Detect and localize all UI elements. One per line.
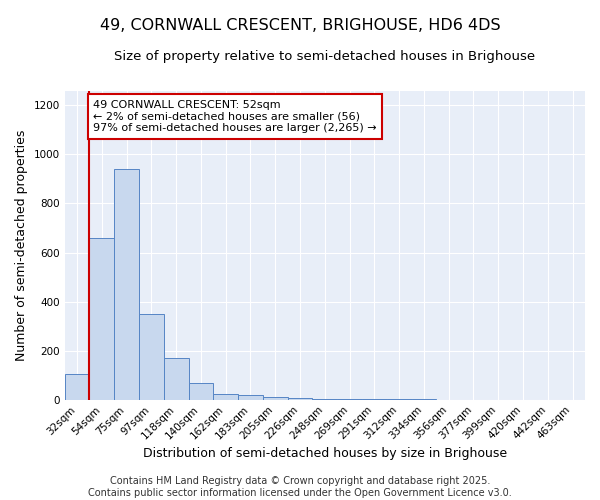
Text: 49 CORNWALL CRESCENT: 52sqm
← 2% of semi-detached houses are smaller (56)
97% of: 49 CORNWALL CRESCENT: 52sqm ← 2% of semi…	[93, 100, 377, 133]
Bar	[188, 382, 214, 400]
Bar	[89, 238, 114, 400]
X-axis label: Distribution of semi-detached houses by size in Brighouse: Distribution of semi-detached houses by …	[143, 447, 507, 460]
Bar	[263, 396, 287, 400]
Text: Contains HM Land Registry data © Crown copyright and database right 2025.
Contai: Contains HM Land Registry data © Crown c…	[88, 476, 512, 498]
Bar	[313, 398, 337, 400]
Bar	[238, 395, 263, 400]
Y-axis label: Number of semi-detached properties: Number of semi-detached properties	[15, 130, 28, 361]
Title: Size of property relative to semi-detached houses in Brighouse: Size of property relative to semi-detach…	[114, 50, 535, 63]
Bar	[164, 358, 188, 400]
Bar	[214, 394, 238, 400]
Bar	[65, 374, 89, 400]
Bar	[287, 398, 313, 400]
Text: 49, CORNWALL CRESCENT, BRIGHOUSE, HD6 4DS: 49, CORNWALL CRESCENT, BRIGHOUSE, HD6 4D…	[100, 18, 500, 32]
Bar	[114, 169, 139, 400]
Bar	[139, 314, 164, 400]
Bar	[337, 399, 362, 400]
